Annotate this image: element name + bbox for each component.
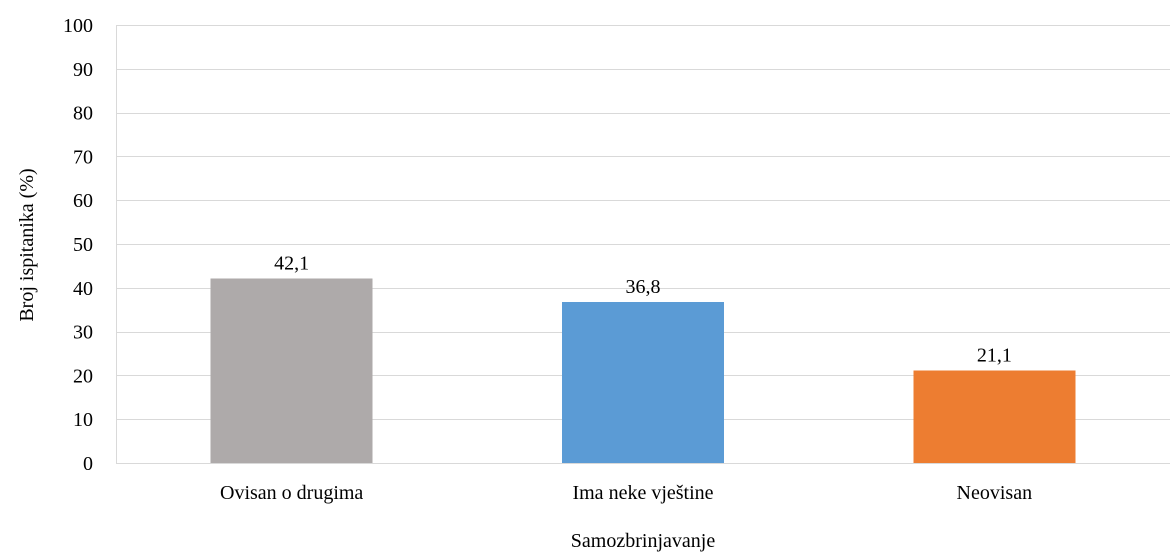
- bar: [210, 278, 373, 463]
- bar: [562, 301, 724, 463]
- x-category-labels: Ovisan o drugima Ima neke vještine Neovisa…: [220, 482, 1032, 504]
- y-tick-label: 20: [73, 365, 93, 387]
- category-label: Neovisan: [957, 482, 1033, 504]
- data-labels: 42,1 36,8 21,1: [274, 253, 1012, 367]
- y-tick-labels: 0 10 20 30 40 50 60 70 80 90 100: [63, 15, 93, 475]
- category-label: Ima neke vještine: [572, 482, 713, 504]
- y-tick-label: 90: [73, 59, 93, 81]
- category-label: Ovisan o drugima: [220, 482, 363, 504]
- data-label: 42,1: [274, 253, 309, 275]
- y-tick-label: 60: [73, 190, 93, 212]
- y-tick-label: 80: [73, 103, 93, 125]
- y-axis-title: Broj ispitanika (%): [16, 168, 38, 321]
- x-axis-title: Samozbrinjavanje: [571, 530, 716, 552]
- bar: [913, 370, 1076, 463]
- data-label: 36,8: [626, 276, 661, 298]
- y-tick-label: 10: [73, 409, 93, 431]
- y-tick-label: 30: [73, 322, 93, 344]
- bars: [210, 278, 1076, 463]
- y-tick-label: 100: [63, 15, 93, 37]
- y-tick-label: 40: [73, 278, 93, 300]
- y-tick-label: 0: [83, 453, 93, 475]
- y-tick-label: 50: [73, 234, 93, 256]
- y-tick-label: 70: [73, 146, 93, 168]
- data-label: 21,1: [977, 345, 1012, 367]
